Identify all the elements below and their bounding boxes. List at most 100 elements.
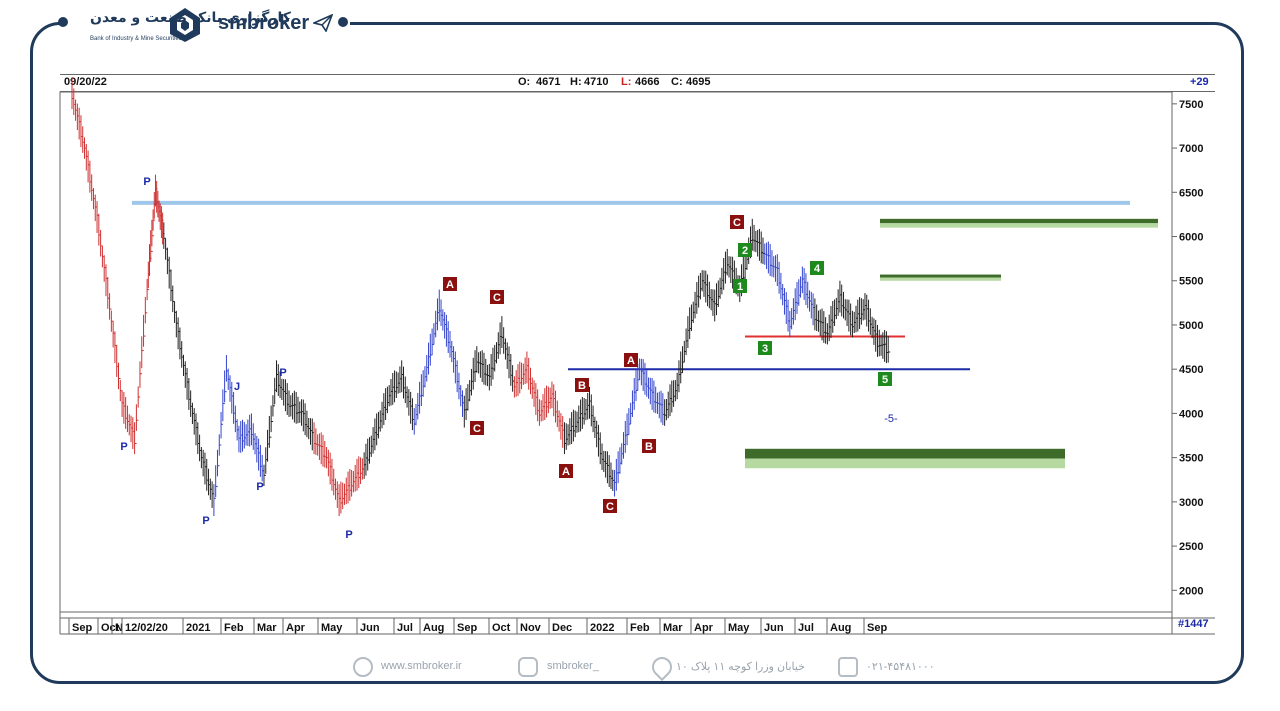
frame-dot-left [58, 17, 68, 27]
x-tick-label: Jun [360, 622, 380, 634]
brand-bar [60, 6, 350, 44]
x-tick-label: Mar [663, 622, 683, 634]
footer-instagram[interactable]: smbroker_ [547, 660, 599, 672]
y-tick-label: 6500 [1179, 187, 1203, 199]
high-label: H: [570, 76, 582, 88]
wave-label: C [606, 501, 614, 513]
wave-label: A [562, 466, 570, 478]
y-tick-label: 7500 [1179, 99, 1203, 111]
x-tick-label: Oct [101, 622, 120, 634]
target-zone-dark [745, 448, 1065, 459]
wave-label: P [120, 441, 127, 453]
wave-label: B [645, 441, 653, 453]
x-tick-label: Nov [520, 622, 542, 634]
y-tick-label: 3000 [1179, 497, 1203, 509]
wave-label-box [738, 243, 752, 257]
brand-name[interactable]: smbroker [218, 12, 310, 34]
price-change: +29 [1190, 76, 1209, 88]
target-zone-light [880, 277, 1001, 281]
x-tick-label: Feb [224, 622, 244, 634]
high-value: 4710 [584, 76, 609, 88]
x-tick-label: Apr [694, 622, 714, 634]
x-tick-label: Apr [286, 622, 306, 634]
y-tick-label: 4500 [1179, 364, 1203, 376]
x-tick-label: Sep [72, 622, 92, 634]
wave-label: P [279, 367, 286, 379]
logo-text: کارگزاری بانک صنعت و معدن [90, 10, 291, 26]
footer-address: خیابان وزرا کوچه ۱۱ پلاک ۱۰ [676, 661, 805, 673]
wave-label: 2 [742, 245, 748, 257]
low-label: L: [621, 76, 632, 88]
wave-label-box [443, 277, 457, 291]
x-tick-label: Feb [630, 622, 650, 634]
footer-website[interactable]: www.smbroker.ir [381, 660, 462, 672]
wave-label: P [256, 481, 263, 493]
y-tick-label: 7000 [1179, 143, 1203, 155]
wave-label-box [470, 421, 484, 435]
wave-label-box [603, 499, 617, 513]
y-tick-label: 3500 [1179, 453, 1203, 465]
open-value: 4671 [536, 76, 561, 88]
y-tick-label: 4000 [1179, 408, 1203, 420]
wave-label-box [490, 290, 504, 304]
logo-subtitle: Bank of Industry & Mine Securities [90, 36, 182, 42]
wave-label-box [758, 341, 772, 355]
target-zone-light [745, 458, 1065, 469]
chart-date: 09/20/22 [64, 76, 107, 88]
y-tick-label: 5000 [1179, 320, 1203, 332]
y-tick-label: 6000 [1179, 232, 1203, 244]
x-tick-label: Mar [257, 622, 277, 634]
wave-label: 3 [762, 343, 768, 355]
wave-label: P [143, 176, 150, 188]
x-tick-label: Aug [830, 622, 851, 634]
x-tick-label: N [115, 622, 123, 634]
x-tick-label: Jun [764, 622, 784, 634]
chart-footer-bar: #1447 [60, 618, 1215, 634]
logo-icon [170, 8, 200, 42]
target-zone-dark [880, 274, 1001, 278]
wave-label: P [345, 529, 352, 541]
wave-label-box [733, 279, 747, 293]
x-tick-label: May [321, 622, 343, 634]
wave-label-box [642, 439, 656, 453]
wave-label: 1 [737, 281, 743, 293]
x-tick-label: Oct [492, 622, 511, 634]
frame-dot-right [338, 17, 348, 27]
open-label: O: [518, 76, 531, 88]
globe-icon [353, 657, 373, 677]
y-tick-label: 5500 [1179, 276, 1203, 288]
wave-label-box [575, 378, 589, 392]
x-tick-label: Sep [867, 622, 887, 634]
x-tick-label: 2021 [186, 622, 210, 634]
target-zone-light [880, 223, 1158, 228]
wave-label: A [446, 279, 454, 291]
wave-annotation: -5- [884, 413, 898, 425]
bar-count: #1447 [1178, 618, 1209, 630]
wave-label: B [578, 380, 586, 392]
wave-label-box [810, 261, 824, 275]
x-tick-label: May [728, 622, 750, 634]
footer-phone[interactable]: ۰۲۱-۴۵۴۸۱۰۰۰ [866, 661, 935, 673]
wave-label: A [627, 355, 635, 367]
x-tick-label: Sep [457, 622, 477, 634]
x-tick-label: Jul [397, 622, 413, 634]
outer-frame [30, 22, 1244, 684]
paper-plane-icon [313, 14, 333, 32]
y-tick-label: 2500 [1179, 541, 1203, 553]
target-zone-dark [880, 218, 1158, 224]
x-tick-label: Dec [552, 622, 572, 634]
close-value: 4695 [686, 76, 711, 88]
wave-label: C [473, 423, 481, 435]
x-tick-label: 12/02/20 [125, 622, 168, 634]
y-tick-label: 2000 [1179, 585, 1203, 597]
wave-label-box [730, 215, 744, 229]
x-tick-label: Aug [423, 622, 444, 634]
x-tick-label: Jul [798, 622, 814, 634]
wave-label: J [234, 381, 240, 393]
wave-label: C [733, 217, 741, 229]
wave-label-box [559, 464, 573, 478]
wave-label-box [878, 372, 892, 386]
wave-label: 4 [814, 263, 821, 275]
phone-icon [838, 657, 858, 677]
